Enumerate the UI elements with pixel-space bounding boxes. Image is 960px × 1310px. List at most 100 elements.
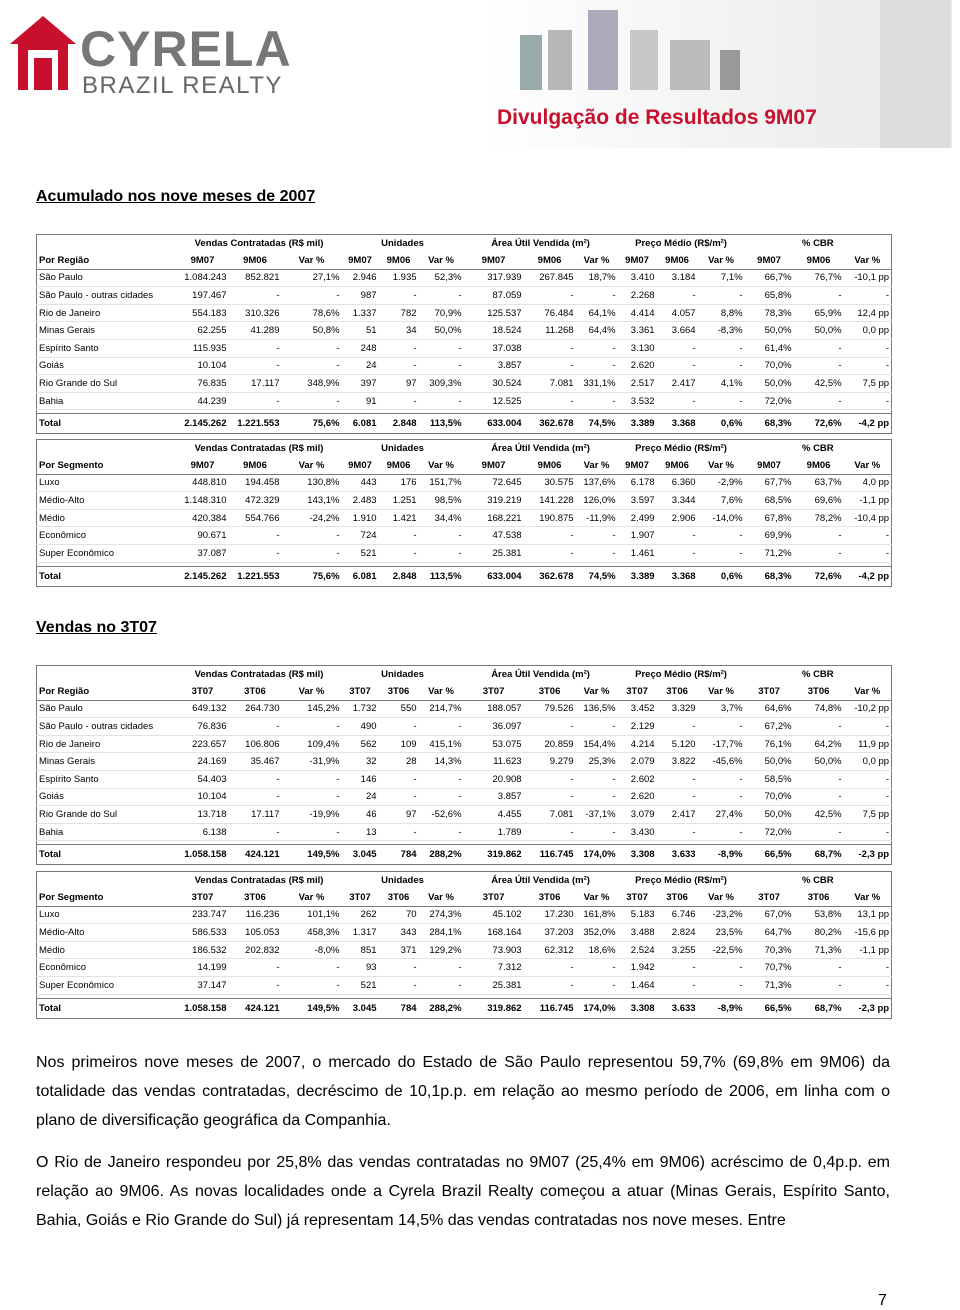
row: Goiás 10.104- -24- -3.857- -2.620- -70,0% - - <box>36 357 892 376</box>
column-header: Var % <box>281 252 342 270</box>
cell: 562 <box>341 735 379 754</box>
cell: 30.524 <box>463 374 524 393</box>
cell: 3.329 <box>656 700 698 719</box>
cell: - <box>843 958 892 977</box>
cell: - <box>793 823 844 842</box>
cell: 7,5 pp <box>843 805 892 824</box>
cell: 3.368 <box>656 413 698 434</box>
cell: -10,2 pp <box>843 700 892 719</box>
column-header: 3T06 <box>656 889 698 907</box>
cell: - <box>228 788 282 807</box>
cell: - <box>697 788 745 807</box>
data-table: Vendas Contratadas (R$ mil) Unidades Área … <box>36 439 893 587</box>
page-number: 7 <box>878 1292 887 1309</box>
cell: 2.483 <box>341 491 379 510</box>
cell: 106.806 <box>228 735 282 754</box>
cell: -10,1 pp <box>843 269 892 288</box>
cell: - <box>228 544 282 563</box>
cell: 10.104 <box>176 788 229 807</box>
cell: - <box>697 958 745 977</box>
cell: 70,7% <box>744 958 794 977</box>
cell: - <box>281 544 342 563</box>
cell: 3.532 <box>617 392 657 411</box>
cell: 168.221 <box>463 509 524 528</box>
cell: 248 <box>341 339 379 358</box>
cell: - <box>378 958 419 977</box>
cell: Espírito Santo <box>36 770 177 789</box>
cell: 136,5% <box>575 700 618 719</box>
cell: - <box>523 286 576 305</box>
cell: - <box>523 544 576 563</box>
cell: 20.908 <box>463 770 524 789</box>
cell: 37.147 <box>176 976 229 995</box>
cell: 0,0 pp <box>843 321 892 340</box>
cell <box>37 872 177 890</box>
group-row: Vendas Contratadas (R$ mil) Unidades Área … <box>37 235 892 253</box>
header-row: Por Região 9M07 9M06 Var % 9M07 9M06 Var % 9M07… <box>36 252 892 270</box>
cell: 521 <box>341 976 379 995</box>
cell: 3.597 <box>617 491 657 510</box>
cell: 65,8% <box>744 286 794 305</box>
cell: - <box>656 526 698 545</box>
cell: - <box>575 286 618 305</box>
row: Super Econômico 37.147- -521- -25.381- -1.46… <box>36 976 892 995</box>
cell: 75,6% <box>281 413 342 434</box>
group-row: Vendas Contratadas (R$ mil) Unidades Área … <box>37 666 892 684</box>
cell: 67,7% <box>744 474 794 493</box>
cell: 1.221.553 <box>228 413 282 434</box>
column-header: Var % <box>697 252 745 270</box>
cell: - <box>697 392 745 411</box>
cell: -23,2% <box>697 906 745 925</box>
cell: 2.145.262 <box>176 413 229 434</box>
cell: 50,0% <box>744 805 794 824</box>
cell: 30.575 <box>523 474 576 493</box>
cell: 2.620 <box>617 357 657 376</box>
cell: 76.835 <box>176 374 229 393</box>
cell: 3.452 <box>617 700 657 719</box>
cell: -37,1% <box>575 805 618 824</box>
row: Bahia 44.239- -91- -12.525- -3.532- -72,0% - - <box>36 392 892 411</box>
cell: 1.935 <box>378 269 419 288</box>
cell: - <box>228 958 282 977</box>
group-header: Unidades <box>381 238 424 249</box>
cell: - <box>656 286 698 305</box>
cell: São Paulo <box>36 700 177 719</box>
group-header: Vendas Contratadas (R$ mil) <box>194 238 324 249</box>
column-header: 3T06 <box>523 889 576 907</box>
cell: 68,3% <box>744 413 794 434</box>
cell: 76,7% <box>793 269 844 288</box>
cell: -31,9% <box>281 752 342 771</box>
group-header: Unidades <box>381 669 424 680</box>
cell: - <box>793 958 844 977</box>
column-header: 9M07 <box>744 457 794 475</box>
cell: 13 <box>341 823 379 842</box>
cell: 50,0% <box>744 374 794 393</box>
cell: -45,6% <box>697 752 745 771</box>
cell: 1.942 <box>617 958 657 977</box>
cell: - <box>523 770 576 789</box>
cell: 3.857 <box>463 788 524 807</box>
column-header: 3T07 <box>744 683 794 701</box>
cell: 154,4% <box>575 735 618 754</box>
column-header: 3T06 <box>793 683 844 701</box>
cell: - <box>281 958 342 977</box>
cell: 47.538 <box>463 526 524 545</box>
cell: 264.730 <box>228 700 282 719</box>
column-header: Var % <box>281 889 342 907</box>
cell: 18,6% <box>575 941 618 960</box>
cell: 343 <box>378 923 419 942</box>
cell: - <box>656 339 698 358</box>
cell: - <box>793 770 844 789</box>
row: Médio-Alto 1.148.310 472.329 143,1% 2.483 1.2… <box>36 491 892 510</box>
cell: Super Econômico <box>36 544 177 563</box>
cell: 11.623 <box>463 752 524 771</box>
cell: - <box>843 717 892 736</box>
cell: Rio de Janeiro <box>36 735 177 754</box>
cell: 52,3% <box>418 269 464 288</box>
cell: - <box>281 770 342 789</box>
cell: 20.859 <box>523 735 576 754</box>
cell: 149,5% <box>281 844 342 865</box>
column-header: 9M06 <box>378 457 419 475</box>
cell: - <box>656 357 698 376</box>
cell: 44.239 <box>176 392 229 411</box>
